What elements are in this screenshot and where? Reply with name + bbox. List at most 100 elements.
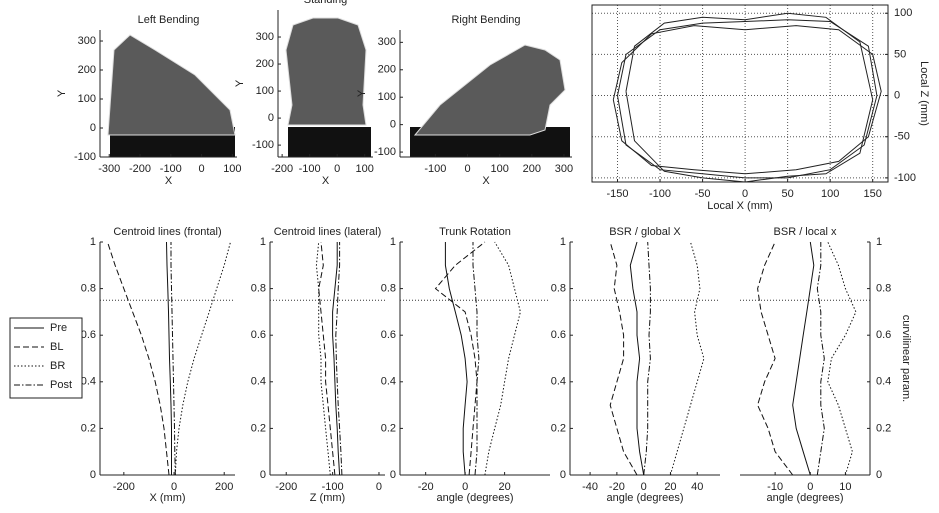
x-tick-label: 300: [555, 163, 573, 175]
y-tick-label: 1: [390, 236, 396, 248]
y-tick-label: 0.2: [876, 422, 891, 434]
x-tick-label: -20: [418, 481, 434, 493]
y-tick-label: 200: [256, 58, 274, 70]
legend-label: Post: [50, 379, 72, 391]
chart-title: BSR / local x: [774, 226, 837, 238]
y-tick-label: 0: [894, 89, 900, 101]
x-tick-label: -300: [98, 163, 120, 175]
profile-line: [644, 242, 651, 475]
y-axis-label: Local Z (mm): [918, 61, 930, 126]
x-tick-label: -200: [113, 481, 135, 493]
y-tick-label: 0.6: [251, 329, 266, 341]
y-tick-label: 0.2: [81, 422, 96, 434]
y-tick-label: 0: [90, 469, 96, 481]
contour-line: [618, 20, 877, 178]
chart-title: Centroid lines (lateral): [274, 226, 382, 238]
y-tick-label: 0.8: [381, 283, 396, 295]
profile-line: [610, 242, 637, 475]
photo: [410, 45, 570, 157]
y-tick-label: 0.8: [551, 283, 566, 295]
x-axis-label: angle (degrees): [766, 492, 843, 504]
torso: [108, 35, 235, 135]
x-tick-label: 0: [464, 163, 470, 175]
profile-line: [108, 242, 170, 475]
y-tick-label: 200: [378, 64, 396, 76]
chart-title: Right Bending: [451, 14, 520, 26]
y-tick-label: 100: [256, 85, 274, 97]
y-tick-label: 100: [78, 93, 96, 105]
y-axis-label: curvilinear param.: [900, 315, 912, 402]
axes-frame: [592, 5, 888, 182]
x-tick-label: 0: [376, 481, 382, 493]
x-tick-label: 100: [490, 163, 508, 175]
y-tick-label: 100: [894, 7, 912, 19]
y-tick-label: 1: [260, 236, 266, 248]
y-tick-label: 0.8: [876, 283, 891, 295]
chart-title: Centroid lines (frontal): [113, 226, 221, 238]
profile-line: [817, 242, 824, 475]
y-tick-label: 0.4: [251, 376, 266, 388]
x-axis-label: Z (mm): [310, 492, 345, 504]
x-tick-label: 200: [215, 481, 233, 493]
x-axis-label: angle (degrees): [436, 492, 513, 504]
y-tick-label: 200: [78, 64, 96, 76]
y-tick-label: 1: [876, 236, 882, 248]
y-tick-label: 0: [90, 122, 96, 134]
photo: [108, 35, 235, 157]
y-tick-label: 300: [256, 31, 274, 43]
figure: Left Bending-300-200-1000100-10001002003…: [0, 0, 939, 513]
x-tick-label: -40: [582, 481, 598, 493]
y-tick-label: 0.4: [81, 376, 96, 388]
x-axis-label: X (mm): [149, 492, 185, 504]
x-tick-label: 200: [523, 163, 541, 175]
x-tick-label: -200: [271, 163, 293, 175]
x-tick-label: -100: [649, 188, 671, 200]
x-axis-label: Local X (mm): [707, 200, 772, 212]
y-tick-label: 0: [390, 469, 396, 481]
x-tick-label: -100: [160, 163, 182, 175]
x-tick-label: 0: [334, 163, 340, 175]
y-tick-label: 0.6: [81, 329, 96, 341]
y-tick-label: 0.6: [876, 329, 891, 341]
y-axis-label: Y: [356, 89, 368, 97]
x-tick-label: -50: [695, 188, 711, 200]
y-axis-label: Y: [56, 89, 68, 97]
profile-line: [630, 242, 643, 475]
y-tick-label: -100: [252, 139, 274, 151]
x-tick-label: 0: [742, 188, 748, 200]
y-tick-label: 0: [268, 112, 274, 124]
x-tick-label: -200: [129, 163, 151, 175]
y-tick-label: 0.4: [551, 376, 566, 388]
legend-label: BR: [50, 360, 65, 372]
y-tick-label: -100: [894, 172, 916, 184]
y-tick-label: 0.2: [551, 422, 566, 434]
y-tick-label: 0: [876, 469, 882, 481]
y-tick-label: 0.8: [251, 283, 266, 295]
y-tick-label: 300: [78, 35, 96, 47]
x-axis-label: X: [322, 175, 330, 187]
x-tick-label: 150: [864, 188, 882, 200]
x-tick-label: -200: [275, 481, 297, 493]
y-tick-label: 0.6: [381, 329, 396, 341]
y-tick-label: 300: [378, 36, 396, 48]
y-tick-label: 0: [560, 469, 566, 481]
profile-line: [473, 242, 479, 475]
y-tick-label: 50: [894, 48, 906, 60]
profile-line: [316, 242, 330, 475]
x-tick-label: 40: [691, 481, 703, 493]
x-tick-label: 0: [199, 163, 205, 175]
y-tick-label: 0.2: [251, 422, 266, 434]
y-tick-label: 100: [378, 91, 396, 103]
chart-title: BSR / global X: [609, 226, 681, 238]
legend-label: BL: [50, 341, 63, 353]
y-tick-label: 0.2: [381, 422, 396, 434]
x-tick-label: 50: [782, 188, 794, 200]
profile-line: [336, 242, 342, 475]
chart-title: Trunk Rotation: [439, 226, 511, 238]
photo-base: [288, 127, 371, 157]
x-axis-label: X: [165, 175, 173, 187]
x-tick-label: -150: [607, 188, 629, 200]
contour-line: [626, 13, 873, 182]
contour-line: [613, 26, 881, 174]
x-tick-label: -100: [424, 163, 446, 175]
